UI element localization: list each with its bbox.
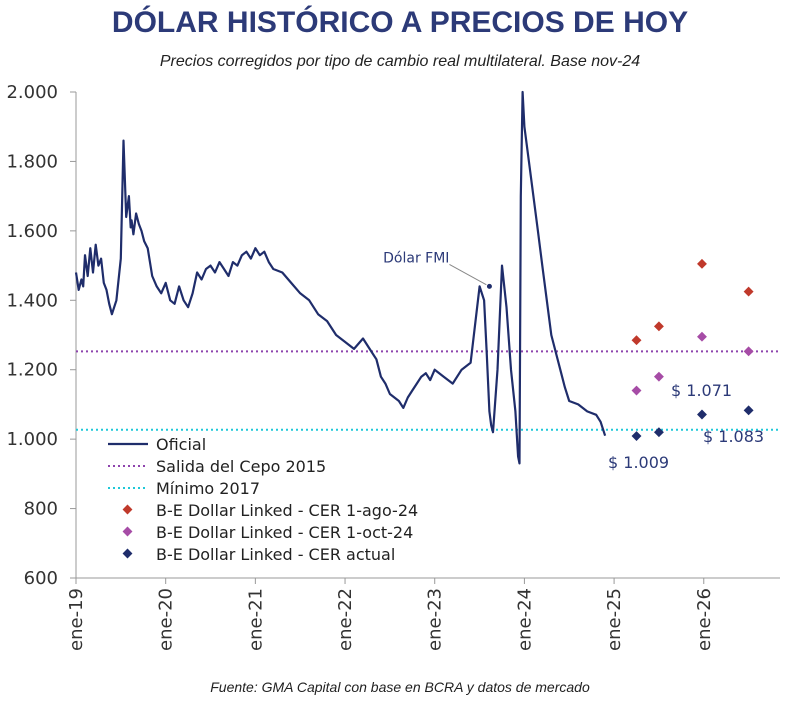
- scatter-point: [743, 405, 754, 416]
- x-tick-label: ene-23: [425, 588, 446, 651]
- x-ticks: ene-19 ene-20 ene-21 ene-22 ene-23 ene-24 ene-…: [66, 578, 715, 651]
- fmi-leader-line: [449, 263, 490, 287]
- label-1009: $ 1.009: [608, 453, 669, 472]
- plot-area: 600 800 1.000 1.200 1.400 1.600 1.800 2.000 ene…: [6, 82, 780, 651]
- scatter-point: [697, 409, 707, 420]
- scatter-point: [743, 286, 754, 297]
- legend-label-actual: B-E Dollar Linked - CER actual: [156, 545, 395, 564]
- legend-label-minimo: Mínimo 2017: [156, 479, 260, 498]
- series-line-oficial: [74, 90, 607, 465]
- legend: Oficial Salida del Cepo 2015 Mínimo 2017…: [108, 435, 418, 564]
- x-tick-label: ene-24: [514, 588, 535, 651]
- y-tick-label: 1.400: [6, 290, 58, 311]
- chart-source: Fuente: GMA Capital con base en BCRA y d…: [210, 679, 590, 695]
- chart-subtitle: Precios corregidos por tipo de cambio re…: [160, 53, 640, 70]
- scatter-point: [697, 258, 707, 269]
- y-tick-label: 800: [24, 499, 58, 520]
- y-tick-label: 2.000: [6, 82, 58, 103]
- scatter-point: [631, 431, 642, 441]
- chart-title: DÓLAR HISTÓRICO A PRECIOS DE HOY: [112, 5, 688, 39]
- x-tick-label: ene-22: [335, 588, 356, 651]
- scatter-point: [653, 427, 664, 438]
- x-tick-label: ene-26: [694, 588, 715, 651]
- scatter-point: [743, 346, 754, 357]
- label-1071: $ 1.071: [671, 381, 732, 400]
- scatter-point: [697, 331, 707, 342]
- legend-swatch-oct: [122, 526, 133, 537]
- scatter-point: [631, 335, 642, 346]
- legend-label-oficial: Oficial: [156, 435, 206, 454]
- reference-lines: [76, 350, 780, 431]
- y-tick-label: 600: [24, 568, 58, 589]
- scatter-points: [631, 258, 754, 441]
- x-tick-label: ene-21: [245, 588, 266, 651]
- x-tick-label: ene-20: [156, 588, 177, 651]
- scatter-point: [653, 321, 664, 332]
- y-tick-label: 1.600: [6, 221, 58, 242]
- annotation-fmi: Dólar FMI: [383, 250, 493, 290]
- y-tick-label: 1.000: [6, 429, 58, 450]
- legend-label-oct: B-E Dollar Linked - CER 1-oct-24: [156, 523, 413, 542]
- y-tick-label: 1.200: [6, 360, 58, 381]
- x-tick-label: ene-19: [66, 588, 87, 651]
- fmi-marker: [485, 282, 493, 290]
- x-tick-label: ene-25: [604, 588, 625, 651]
- scatter-point: [631, 385, 642, 396]
- scatter-point: [653, 371, 664, 382]
- fmi-label: Dólar FMI: [383, 250, 449, 266]
- label-1083: $ 1.083: [703, 427, 764, 446]
- y-tick-label: 1.800: [6, 151, 58, 172]
- legend-swatch-actual: [122, 548, 133, 559]
- legend-label-cepo: Salida del Cepo 2015: [156, 457, 326, 476]
- legend-label-ago: B-E Dollar Linked - CER 1-ago-24: [156, 501, 418, 520]
- y-ticks: 600 800 1.000 1.200 1.400 1.600 1.800 2.000: [6, 82, 76, 589]
- legend-swatch-ago: [122, 504, 133, 515]
